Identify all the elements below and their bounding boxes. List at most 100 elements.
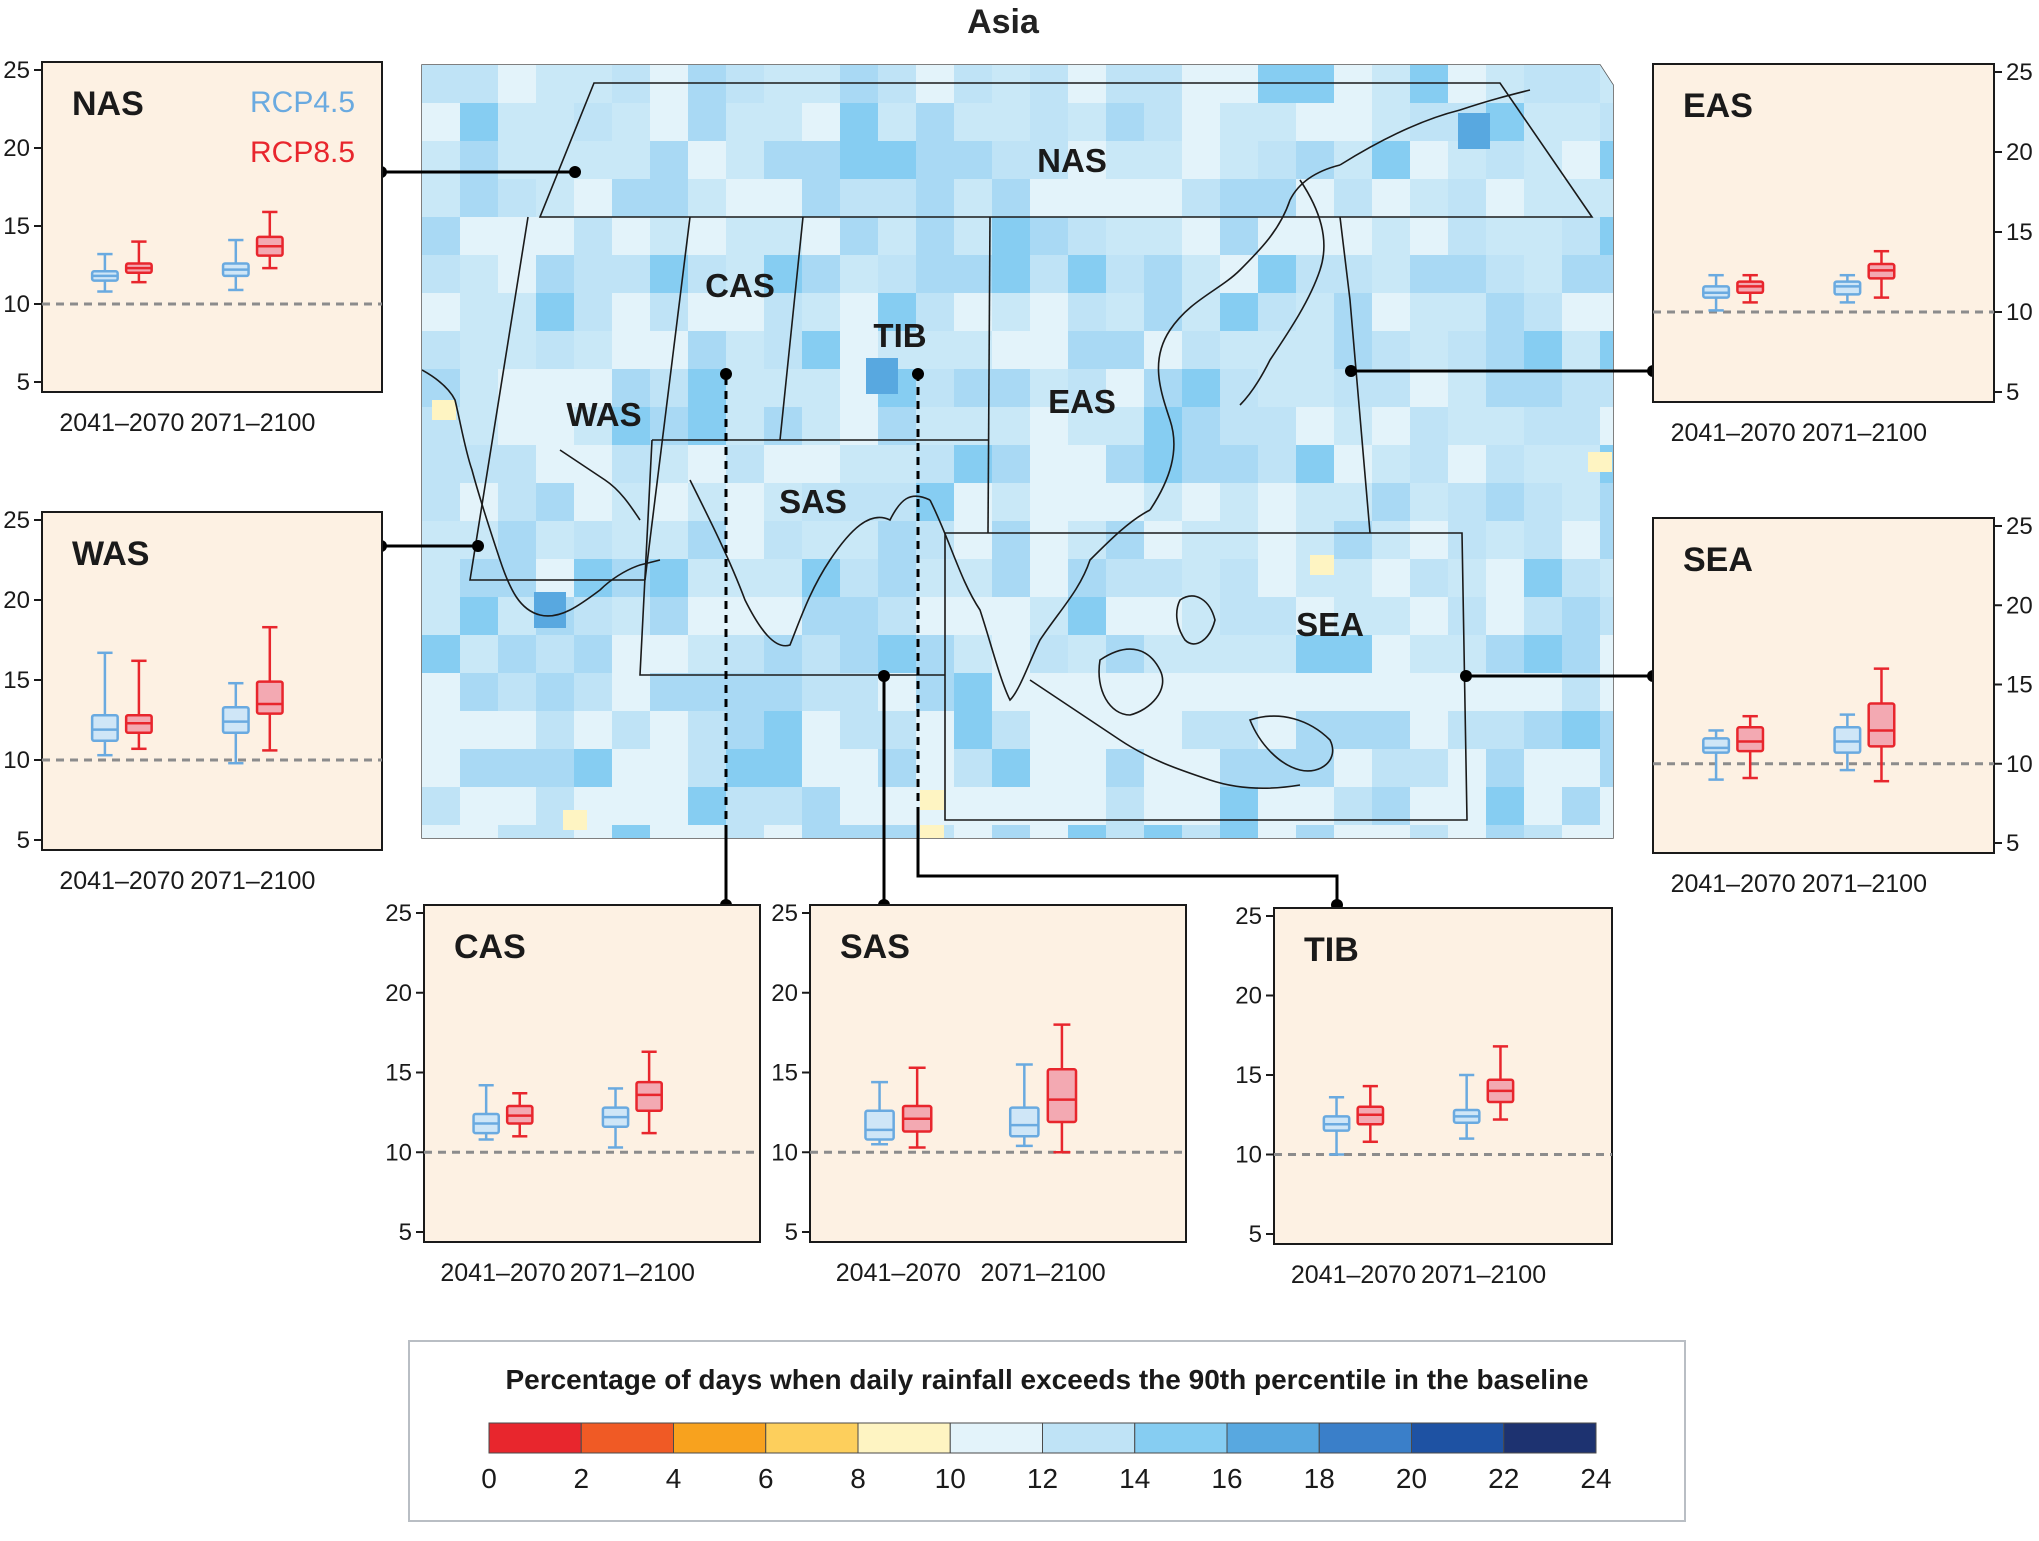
map-cell: [612, 445, 650, 483]
map-cell: [992, 103, 1030, 141]
map-cell: [992, 179, 1030, 217]
map-cell: [1524, 711, 1562, 749]
map-cell: [1334, 559, 1372, 597]
map-cell: [422, 635, 460, 673]
map-cell: [1486, 787, 1524, 825]
colorbar-tick-label: 8: [850, 1463, 866, 1494]
map-cell: [726, 825, 764, 838]
map-cell: [802, 825, 840, 838]
colorbar-tick-label: 0: [481, 1463, 497, 1494]
box-nas-p1-rcp45: [90, 252, 119, 293]
map-cell: [612, 521, 650, 559]
map-cell: [1562, 65, 1600, 103]
map-cell: [1296, 293, 1334, 331]
map-cell: [726, 635, 764, 673]
map-cell: [954, 179, 992, 217]
map-cell: [1448, 711, 1486, 749]
map-cell: [1410, 331, 1448, 369]
map-cell: [1258, 559, 1296, 597]
map-cell: [1562, 141, 1600, 179]
map-cell: [1220, 597, 1258, 635]
colorbar-tick-label: 12: [1027, 1463, 1058, 1494]
map-cell: [1182, 825, 1220, 838]
box-iqr: [1867, 702, 1896, 748]
map-cell: [1410, 65, 1448, 103]
box-sas-p1-rcp45: [864, 1080, 895, 1146]
colorbar-tick-label: 4: [666, 1463, 682, 1494]
map-cell: [840, 825, 878, 838]
map-cell: [460, 331, 498, 369]
map-cell: [840, 597, 878, 635]
box-iqr: [635, 1080, 663, 1113]
dot-nas-map: [569, 166, 581, 178]
map-cell: [1372, 597, 1410, 635]
map-cell: [1220, 787, 1258, 825]
map-cell: [1524, 65, 1562, 103]
map-cell: [1372, 635, 1410, 673]
colorbar-ticks: 0 2 4 6 8 10 12 14 16 18 20 22 24: [481, 1463, 1611, 1494]
map-cell: [878, 445, 916, 483]
map-cell: [460, 293, 498, 331]
map-cell: [1600, 749, 1613, 787]
map-cell: [612, 141, 650, 179]
map-cell: [460, 369, 498, 407]
map-cell: [1296, 65, 1334, 103]
map-cell: [1296, 179, 1334, 217]
map-cell: [992, 445, 1030, 483]
map-cell: [1486, 673, 1524, 711]
map-cell: [650, 635, 688, 673]
map-cell: [422, 749, 460, 787]
boundary-cas-tib: [779, 216, 804, 441]
map-cell: [1562, 331, 1600, 369]
map-cell: [1372, 407, 1410, 445]
y-tick-label: 25: [2006, 59, 2033, 86]
map-cell-low: [1588, 452, 1612, 472]
map-cell: [1524, 521, 1562, 559]
period-label: 2041–2070: [1291, 1261, 1416, 1289]
map-cell: [1448, 521, 1486, 559]
map-cell: [1220, 483, 1258, 521]
map-cell: [1068, 369, 1106, 407]
map-cell-low: [432, 400, 456, 420]
map-cell: [992, 331, 1030, 369]
box-iqr: [864, 1109, 895, 1141]
map-cell: [650, 787, 688, 825]
map-cell: [878, 179, 916, 217]
panel-tib: 5 10 15 20 25 TIB 2041–2070 2071–2100: [1235, 903, 1613, 1289]
map-cell: [536, 635, 574, 673]
map-cell: [878, 635, 916, 673]
map-cell: [1030, 369, 1068, 407]
boundary-sea: [944, 532, 1468, 821]
map-cell: [1296, 331, 1334, 369]
map-cell: [460, 711, 498, 749]
map-cell: [650, 825, 688, 838]
map-cell: [1486, 521, 1524, 559]
map-cell: [1410, 787, 1448, 825]
map-cell: [498, 65, 536, 103]
map-cell: [1030, 179, 1068, 217]
map-cell: [1106, 445, 1144, 483]
map-cell: [536, 749, 574, 787]
map-cell-low: [1310, 555, 1334, 575]
map-cell: [498, 825, 536, 838]
map-cell: [574, 179, 612, 217]
map-cell: [840, 521, 878, 559]
map-cell: [1068, 711, 1106, 749]
box-eas-p2-rcp45: [1833, 273, 1862, 304]
dot-eas-map: [1345, 365, 1357, 377]
map-cell: [1182, 407, 1220, 445]
map-cell: [840, 673, 878, 711]
map-cell: [802, 65, 840, 103]
dot-cas-map: [720, 368, 732, 380]
map-cell: [802, 749, 840, 787]
colorbar-cell: [580, 1422, 674, 1454]
map-cell: [1068, 597, 1106, 635]
map-cell: [536, 103, 574, 141]
map-cell: [764, 749, 802, 787]
map-cell: [916, 445, 954, 483]
map-cell: [992, 483, 1030, 521]
map-cell: [422, 65, 460, 103]
map-cell: [1144, 825, 1182, 838]
map-cell: [1182, 141, 1220, 179]
map-cell: [1486, 179, 1524, 217]
